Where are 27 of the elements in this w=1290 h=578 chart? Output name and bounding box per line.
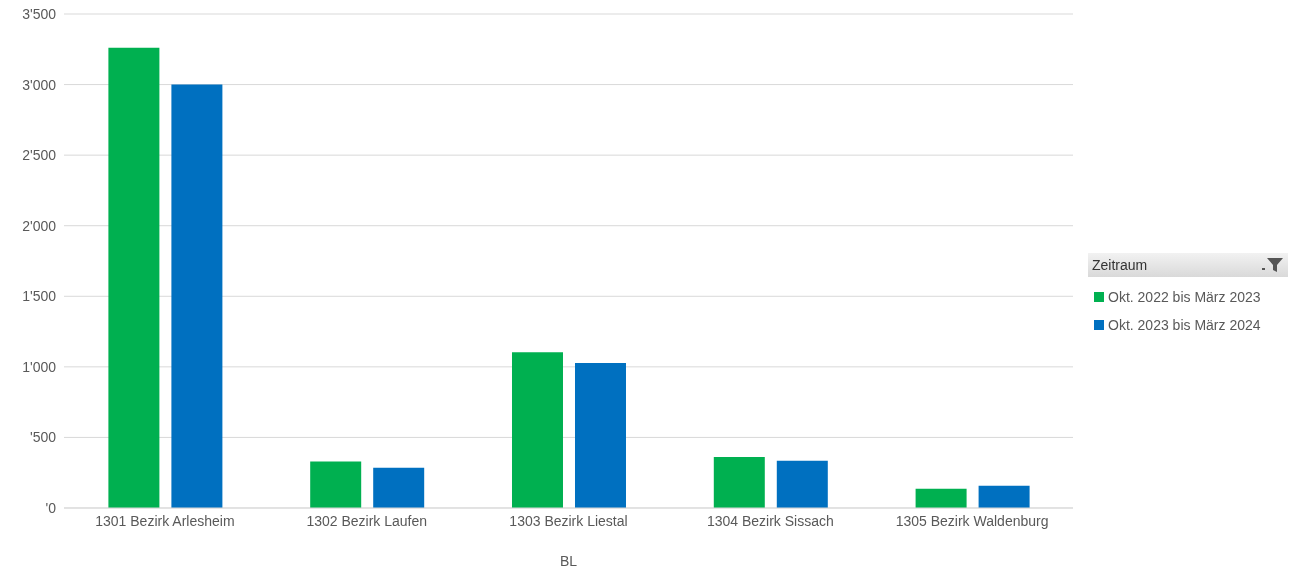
legend-label: Okt. 2022 bis März 2023 [1108, 289, 1261, 305]
y-tick-label: '0 [45, 499, 57, 516]
bar [512, 352, 563, 508]
x-axis-title: BL [559, 553, 578, 569]
bar [108, 47, 160, 508]
y-tick-label: 3'000 [22, 76, 57, 93]
bar [373, 467, 425, 508]
x-tick-label: 1303 Bezirk Liestal [509, 512, 628, 529]
y-tick-label: 1'000 [22, 358, 57, 375]
y-tick-label: 2'000 [22, 217, 57, 234]
y-tick-label: 1'500 [22, 288, 57, 305]
bar [978, 485, 1030, 508]
bar [776, 460, 828, 508]
bar [575, 363, 626, 508]
x-tick-label: 1302 Bezirk Laufen [306, 512, 428, 529]
y-tick-label: 3'500 [22, 5, 57, 22]
x-tick-label: 1304 Bezirk Sissach [706, 512, 834, 529]
bar [310, 461, 362, 508]
x-tick-label: 1305 Bezirk Waldenburg [895, 512, 1049, 529]
x-tick-label: 1301 Bezirk Arlesheim [95, 512, 235, 529]
bar [171, 84, 223, 508]
legend-title: Zeitraum [1092, 257, 1148, 273]
legend-label: Okt. 2023 bis März 2024 [1108, 317, 1261, 333]
bar [713, 456, 765, 508]
y-tick-label: 2'500 [22, 147, 57, 164]
y-tick-label: '500 [29, 429, 57, 446]
bar [915, 488, 967, 508]
